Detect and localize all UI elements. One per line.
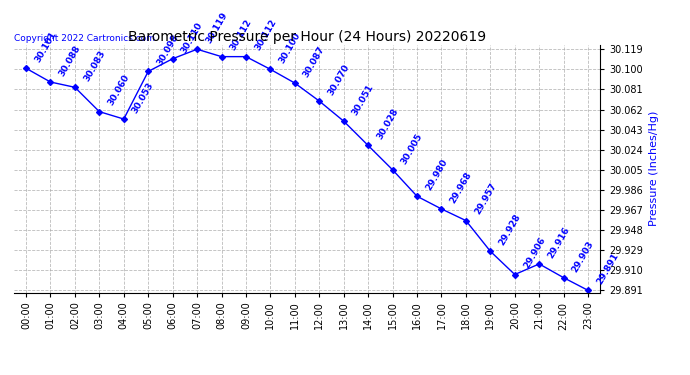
- Text: 30.100: 30.100: [277, 31, 302, 65]
- Text: 30.051: 30.051: [351, 83, 375, 117]
- Text: 30.070: 30.070: [326, 63, 351, 97]
- Text: 30.119: 30.119: [204, 10, 229, 45]
- Text: 30.060: 30.060: [106, 73, 131, 108]
- Text: 30.053: 30.053: [130, 81, 156, 115]
- Y-axis label: Pressure (Inches/Hg): Pressure (Inches/Hg): [649, 111, 659, 226]
- Title: Barometric Pressure per Hour (24 Hours) 20220619: Barometric Pressure per Hour (24 Hours) …: [128, 30, 486, 44]
- Text: 30.101: 30.101: [33, 30, 58, 64]
- Text: 29.903: 29.903: [571, 239, 595, 273]
- Text: Copyright 2022 Cartronics.com: Copyright 2022 Cartronics.com: [14, 33, 155, 42]
- Text: 29.957: 29.957: [473, 182, 498, 216]
- Text: 29.906: 29.906: [522, 236, 547, 270]
- Text: 30.087: 30.087: [302, 45, 327, 79]
- Text: 29.891: 29.891: [595, 252, 620, 286]
- Text: 30.005: 30.005: [400, 132, 424, 166]
- Text: 30.028: 30.028: [375, 107, 400, 141]
- Text: 29.928: 29.928: [497, 212, 522, 247]
- Text: 29.916: 29.916: [546, 225, 571, 260]
- Text: 29.968: 29.968: [448, 170, 473, 205]
- Text: 30.083: 30.083: [82, 49, 107, 83]
- Text: 30.112: 30.112: [253, 18, 278, 53]
- Text: 30.088: 30.088: [57, 44, 82, 78]
- Text: 29.980: 29.980: [424, 158, 449, 192]
- Text: 30.112: 30.112: [228, 18, 253, 53]
- Text: 30.110: 30.110: [179, 20, 204, 55]
- Text: 30.098: 30.098: [155, 33, 180, 67]
